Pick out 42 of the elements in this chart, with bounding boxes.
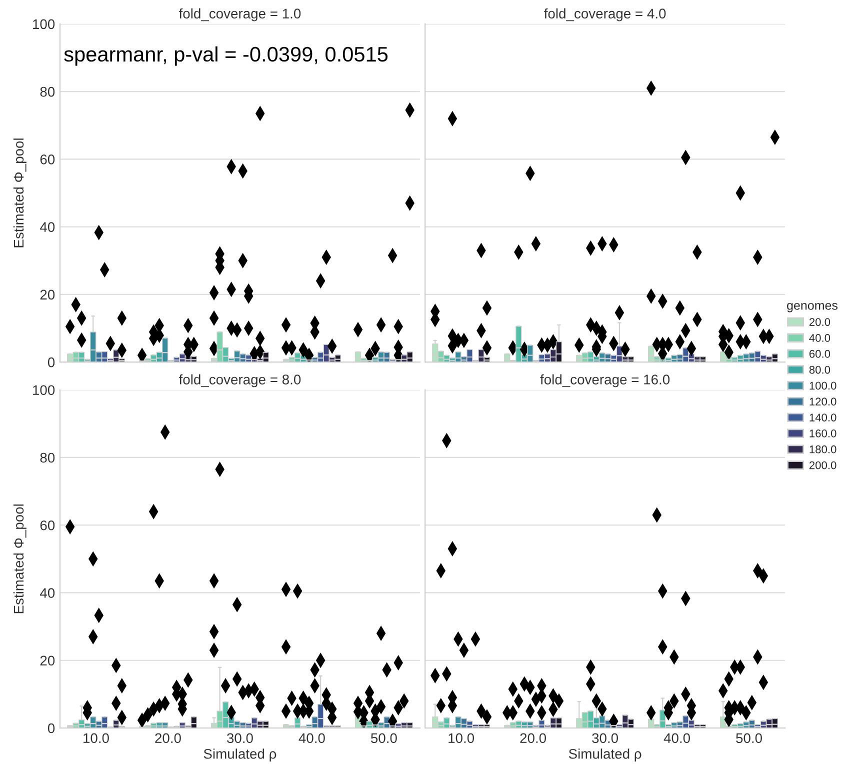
chart-title: fold_coverage = 16.0 [540, 374, 670, 388]
x-tick-label: 40.0 [298, 733, 325, 744]
x-tick-label: 20.0 [155, 733, 181, 744]
y-tick-label: 40 [40, 222, 55, 232]
y-tick-label: 0 [48, 357, 55, 368]
x-tick-label: 10.0 [448, 733, 474, 744]
y-tick-label: 40 [40, 588, 55, 598]
y-axis-title: Estimated Φ_pool [13, 504, 26, 614]
y-tick-label: 60 [40, 154, 55, 164]
y-tick-label: 100 [33, 385, 55, 396]
x-tick-label: 40.0 [664, 733, 690, 744]
annotation: spearmanr, p-val = -0.0399, 0.0515 [64, 46, 388, 66]
y-tick-label: 20 [40, 656, 55, 666]
legend-label: 40.0 [809, 334, 830, 342]
x-tick-label: 30.0 [226, 733, 253, 744]
x-axis-title: Simulated ρ [568, 748, 642, 762]
x-tick-label: 10.0 [84, 733, 109, 744]
x-tick-label: 50.0 [370, 733, 397, 744]
legend-label: 20.0 [809, 318, 830, 326]
legend-label: 100.0 [810, 382, 836, 390]
y-tick-label: 100 [33, 19, 55, 30]
legend-label: 80.0 [809, 366, 830, 374]
x-tick-label: 30.0 [592, 733, 618, 744]
y-tick-label: 20 [40, 290, 55, 300]
chart-title: fold_coverage = 1.0 [178, 8, 301, 22]
legend-label: 180.0 [810, 445, 836, 454]
legend-label: 200.0 [809, 461, 836, 470]
legend-label: 160.0 [810, 430, 836, 438]
x-tick-label: 20.0 [520, 733, 546, 744]
legend-label: 140.0 [810, 414, 836, 422]
chart-title: fold_coverage = 8.0 [178, 374, 301, 388]
legend-title: genomes [787, 302, 838, 312]
chart-title: fold_coverage = 4.0 [544, 8, 666, 22]
y-tick-label: 0 [48, 723, 55, 734]
y-axis-title: Estimated Φ_pool [13, 138, 26, 248]
x-axis-title: Simulated ρ [204, 748, 276, 762]
y-tick-label: 60 [40, 520, 55, 530]
x-tick-label: 50.0 [736, 733, 762, 744]
legend-label: 60.0 [809, 350, 830, 358]
y-tick-label: 80 [40, 452, 55, 463]
y-tick-label: 80 [40, 86, 55, 97]
legend-label: 120.0 [810, 398, 836, 406]
